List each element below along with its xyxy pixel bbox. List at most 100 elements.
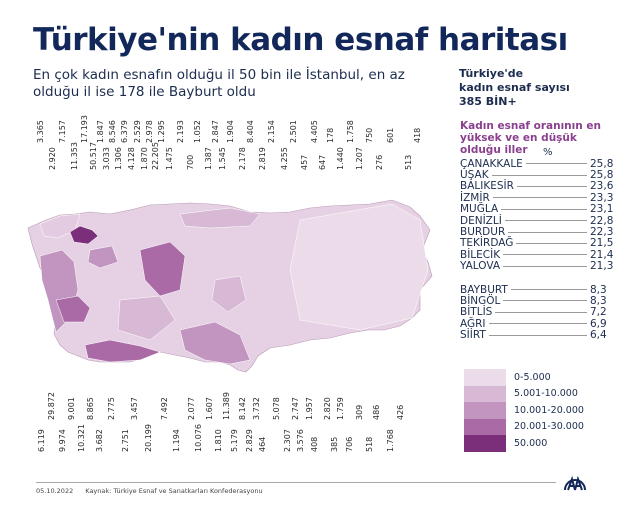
- leader-line: [488, 334, 587, 336]
- region-black-sea: [179, 207, 261, 229]
- province-name: BURDUR: [460, 226, 506, 239]
- province-name: BİLECİK: [460, 248, 501, 261]
- leader-line: [503, 300, 587, 302]
- total-count-box: Türkiye'de kadın esnaf sayısı 385 BİN+: [459, 67, 570, 109]
- leader-line: [516, 242, 587, 244]
- province-adana-mersin: [179, 321, 251, 365]
- province-bursa: [87, 245, 119, 269]
- ranking-row: UŞAK 25,8: [460, 169, 620, 182]
- percentage-value: 6,9: [590, 317, 607, 330]
- province-antalya: [84, 339, 161, 363]
- ranking-unit: %: [543, 147, 553, 158]
- page-title: Türkiye'nin kadın esnaf haritası: [33, 22, 568, 58]
- ranking-row: YALOVA 21,3: [460, 260, 620, 273]
- ranking-row: BİNGÖL 8,3: [460, 295, 620, 307]
- percentage-value: 23,6: [590, 180, 614, 193]
- percentage-value: 7,2: [590, 306, 607, 319]
- province-name: ÇANAKKALE: [460, 157, 523, 170]
- leader-line: [510, 289, 587, 291]
- ranking-row: BALIKESİR 23,6: [460, 180, 620, 193]
- ranking-row: BİTLİS 7,2: [460, 306, 620, 319]
- ranking-list: ÇANAKKALE 25,8 UŞAK 25,8 BALIKESİR 23,6 İZM…: [460, 158, 620, 341]
- legend-item: 0-5.000: [464, 369, 584, 386]
- ranking-row: AĞRI 6,9: [460, 317, 620, 330]
- legend-item: 10.001-20.000: [464, 402, 584, 419]
- total-line-3: 385 BİN+: [459, 95, 517, 108]
- ranking-row: İZMİR 23,3: [460, 191, 620, 204]
- percentage-value: 23,3: [590, 191, 614, 204]
- legend-label: 20.001-30.000: [514, 421, 584, 433]
- province-name: YALOVA: [460, 260, 501, 273]
- ranking-row: SİİRT 6,4: [460, 329, 620, 342]
- leader-line: [491, 174, 587, 176]
- province-name: UŞAK: [460, 169, 489, 182]
- legend-item: 5.001-10.000: [464, 385, 584, 402]
- leader-line: [492, 197, 587, 199]
- ranking-row: ÇANAKKALE 25,8: [460, 157, 620, 170]
- region-east: [289, 203, 429, 331]
- legend-label: 50.000: [514, 437, 548, 449]
- legend-swatch: [464, 435, 506, 452]
- province-kayseri: [211, 275, 247, 313]
- legend-swatch: [464, 369, 506, 386]
- ranking-row: TEKİRDAĞ 21,5: [460, 237, 620, 250]
- footer-date: 05.10.2022: [36, 487, 74, 495]
- legend-item: 50.000: [464, 435, 584, 452]
- province-name: AĞRI: [460, 317, 486, 330]
- legend-label: 10.001-20.000: [514, 404, 584, 416]
- percentage-value: 8,3: [590, 283, 607, 296]
- map-legend: 0-5.000 5.001-10.000 10.001-20.000 20.00…: [464, 369, 584, 452]
- province-name: MUĞLA: [460, 203, 499, 216]
- province-name: DENİZLİ: [460, 214, 502, 227]
- leader-line: [495, 311, 587, 313]
- leader-line: [503, 265, 587, 267]
- ranking-row: MUĞLA 23,1: [460, 203, 620, 216]
- province-name: SİİRT: [460, 329, 486, 342]
- leader-line: [504, 220, 587, 222]
- province-name: BALIKESİR: [460, 180, 514, 193]
- page-subtitle: En çok kadın esnafın olduğu il 50 bin il…: [33, 67, 405, 100]
- legend-swatch: [464, 385, 506, 402]
- leader-line: [525, 163, 587, 165]
- province-name: TEKİRDAĞ: [460, 237, 514, 250]
- footer: 05.10.2022 Kaynak: Türkiye Esnaf ve Sana…: [36, 487, 273, 495]
- ranking-row: DENİZLİ 22,8: [460, 214, 620, 227]
- ranking-title: Kadın esnaf oranının en yüksek ve en düş…: [460, 120, 601, 156]
- legend-swatch: [464, 402, 506, 419]
- leader-line: [503, 254, 587, 256]
- province-name: İZMİR: [460, 191, 490, 204]
- province-name: BİTLİS: [460, 306, 493, 319]
- province-name: BİNGÖL: [460, 295, 501, 307]
- province-izmir: [55, 295, 91, 323]
- percentage-value: 21,4: [590, 248, 614, 261]
- ranking-row: BURDUR 22,3: [460, 226, 620, 239]
- footer-divider: [36, 482, 556, 483]
- percentage-value: 6,4: [590, 329, 607, 342]
- total-line-1: Türkiye'de: [459, 67, 524, 80]
- province-ankara: [139, 241, 186, 297]
- percentage-value: 21,5: [590, 237, 614, 250]
- percentage-value: 22,8: [590, 214, 614, 227]
- percentage-value: 21,3: [590, 260, 614, 273]
- percentage-value: 22,3: [590, 226, 614, 239]
- province-konya: [117, 295, 176, 341]
- percentage-value: 23,1: [590, 203, 614, 216]
- legend-label: 5.001-10.000: [514, 388, 578, 400]
- aa-logo-icon: [564, 475, 586, 491]
- province-istanbul: [69, 225, 99, 245]
- total-line-2: kadın esnaf sayısı: [459, 81, 570, 94]
- legend-label: 0-5.000: [514, 371, 551, 383]
- legend-item: 20.001-30.000: [464, 418, 584, 435]
- leader-line: [501, 208, 587, 210]
- leader-line: [488, 323, 587, 325]
- leader-line: [508, 231, 587, 233]
- percentage-value: 25,8: [590, 169, 614, 182]
- footer-source: Kaynak: Türkiye Esnaf ve Sanatkarları Ko…: [85, 487, 263, 495]
- percentage-value: 8,3: [590, 295, 607, 307]
- province-name: BAYBURT: [460, 283, 508, 296]
- percentage-value: 25,8: [590, 157, 614, 170]
- ranking-row: BAYBURT 8,3: [460, 283, 620, 296]
- ranking-row: BİLECİK 21,4: [460, 248, 620, 261]
- leader-line: [516, 185, 587, 187]
